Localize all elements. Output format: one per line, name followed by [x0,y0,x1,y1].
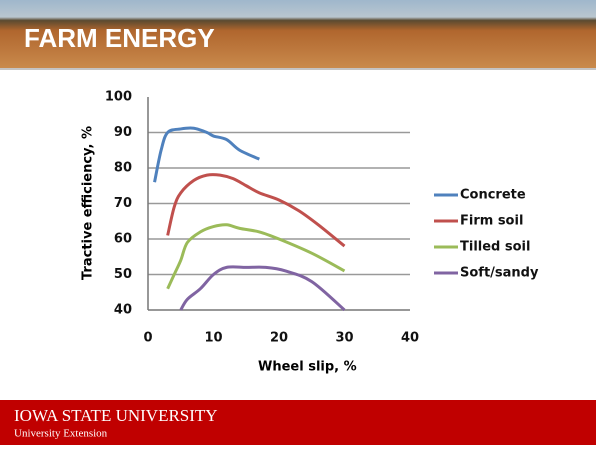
legend-label: Concrete [460,188,526,203]
y-tick-label: 70 [114,196,132,211]
x-tick-label: 10 [204,331,222,346]
y-tick-label: 100 [105,90,132,105]
y-tick-label: 40 [114,303,132,318]
y-tick-label: 50 [114,267,132,282]
slide-title: FARM ENERGY [24,23,215,53]
y-axis-label: Tractive efficiency, % [81,126,96,280]
legend-label: Tilled soil [460,240,530,255]
x-tick-label: 20 [270,331,288,346]
y-tick-label: 60 [114,232,132,247]
x-tick-label: 40 [401,331,419,346]
university-name: IOWA STATE UNIVERSITY [14,406,218,425]
x-tick-label: 30 [335,331,353,346]
slide: FARM ENERGY IOWA STATE UNIVERSITY Univer… [0,0,596,445]
y-tick-label: 90 [114,125,132,140]
legend-label: Soft/sandy [460,266,539,281]
y-tick-label: 80 [114,161,132,176]
x-tick-label: 0 [143,331,152,346]
legend-label: Firm soil [460,214,523,229]
extension-name: University Extension [14,428,108,440]
x-axis-label: Wheel slip, % [258,360,357,375]
